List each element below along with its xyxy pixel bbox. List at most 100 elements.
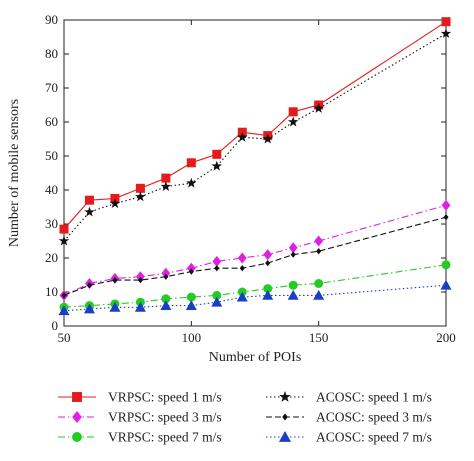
marker-triangle <box>236 291 248 302</box>
marker-small-diamond <box>112 276 118 284</box>
y-tick-label: 20 <box>45 250 58 265</box>
marker-star <box>135 191 146 202</box>
series-layer <box>58 17 452 316</box>
x-tick-label: 100 <box>182 330 202 345</box>
marker-small-diamond <box>137 276 143 284</box>
marker-diamond <box>136 271 145 283</box>
marker-diamond <box>212 255 222 267</box>
marker-triangle <box>262 289 274 300</box>
marker-small-diamond <box>86 282 93 289</box>
marker-square <box>59 224 69 234</box>
marker-star <box>211 160 223 171</box>
marker-triangle <box>278 430 292 442</box>
marker-triangle <box>160 300 172 310</box>
marker-star <box>84 206 95 217</box>
y-tick-label: 0 <box>52 318 59 333</box>
legend: VRPSC: speed 1 m/s ACOSC: speed 1 m/s VRPS… <box>58 390 432 445</box>
marker-star <box>440 28 452 39</box>
legend-item: ACOSC: speed 1 m/s <box>266 390 432 405</box>
marker-small-diamond <box>214 265 220 272</box>
marker-diamond <box>72 410 82 424</box>
marker-square <box>288 107 298 117</box>
marker-star <box>58 235 70 246</box>
legend-item: VRPSC: speed 7 m/s <box>58 430 222 445</box>
y-tick-label: 70 <box>45 80 58 95</box>
y-tick-label: 80 <box>45 46 58 61</box>
legend-label: VRPSC: speed 7 m/s <box>108 430 222 445</box>
legend-label: VRPSC: speed 3 m/s <box>108 410 222 425</box>
marker-star <box>262 133 273 144</box>
series-4 <box>61 214 449 299</box>
marker-square <box>186 158 196 168</box>
marker-circle <box>161 294 171 304</box>
marker-small-diamond <box>316 248 322 255</box>
y-axis-label: Number of mobile sensors <box>7 99 22 247</box>
marker-small-diamond <box>239 265 245 272</box>
marker-diamond <box>237 252 247 264</box>
series-6 <box>58 279 452 316</box>
marker-small-diamond <box>443 214 449 221</box>
marker-triangle <box>134 301 146 312</box>
series-line <box>63 284 447 312</box>
marker-diamond <box>314 235 324 247</box>
marker-small-diamond <box>163 273 169 280</box>
legend-label: ACOSC: speed 1 m/s <box>316 390 432 405</box>
marker-square <box>72 392 82 402</box>
axis-ticks: 0 10 20 30 40 50 60 70 80 90 50 100 150 200 <box>45 12 456 345</box>
y-tick-label: 10 <box>45 284 58 299</box>
marker-circle <box>441 260 451 270</box>
y-tick-label: 30 <box>45 216 58 231</box>
marker-triangle <box>287 289 299 300</box>
marker-star <box>279 390 291 402</box>
marker-star <box>287 116 299 127</box>
series-line <box>63 33 447 242</box>
marker-circle <box>212 290 222 300</box>
marker-triangle <box>58 305 70 316</box>
marker-circle <box>314 279 324 288</box>
marker-star <box>186 177 197 188</box>
marker-diamond <box>161 267 171 279</box>
marker-diamond <box>441 199 451 211</box>
marker-triangle <box>313 289 325 300</box>
legend-item: ACOSC: speed 7 m/s <box>266 430 432 445</box>
x-axis-label: Number of POIs <box>209 350 302 365</box>
marker-small-diamond <box>282 413 288 421</box>
marker-circle <box>72 432 82 442</box>
marker-circle <box>186 292 196 302</box>
marker-star <box>160 181 172 192</box>
marker-triangle <box>83 303 95 314</box>
legend-item: ACOSC: speed 3 m/s <box>266 410 432 425</box>
y-tick-label: 90 <box>45 12 58 27</box>
marker-circle <box>288 280 298 290</box>
x-tick-label: 200 <box>436 330 456 345</box>
y-tick-label: 40 <box>45 182 58 197</box>
marker-square <box>161 173 171 183</box>
marker-diamond <box>263 249 273 261</box>
series-3 <box>59 199 451 301</box>
marker-circle <box>263 284 273 294</box>
marker-small-diamond <box>290 251 296 258</box>
legend-label: VRPSC: speed 1 m/s <box>108 390 222 405</box>
marker-triangle <box>109 301 121 312</box>
marker-triangle <box>185 300 197 310</box>
marker-square <box>135 183 145 193</box>
marker-small-diamond <box>188 268 194 275</box>
series-line <box>63 204 447 296</box>
legend-label: ACOSC: speed 3 m/s <box>316 410 432 425</box>
marker-small-diamond <box>61 292 67 299</box>
legend-label: ACOSC: speed 7 m/s <box>316 430 432 445</box>
marker-triangle <box>211 296 223 307</box>
marker-square <box>212 149 222 159</box>
series-2 <box>58 28 452 246</box>
x-tick-label: 150 <box>309 330 329 345</box>
series-line <box>63 216 447 296</box>
marker-small-diamond <box>265 259 271 267</box>
y-tick-label: 60 <box>45 114 58 129</box>
legend-item: VRPSC: speed 1 m/s <box>58 390 222 405</box>
marker-diamond <box>288 242 298 254</box>
marker-triangle <box>440 279 452 290</box>
y-tick-label: 50 <box>45 148 58 163</box>
legend-item: VRPSC: speed 3 m/s <box>58 410 222 425</box>
x-tick-label: 50 <box>58 330 71 345</box>
